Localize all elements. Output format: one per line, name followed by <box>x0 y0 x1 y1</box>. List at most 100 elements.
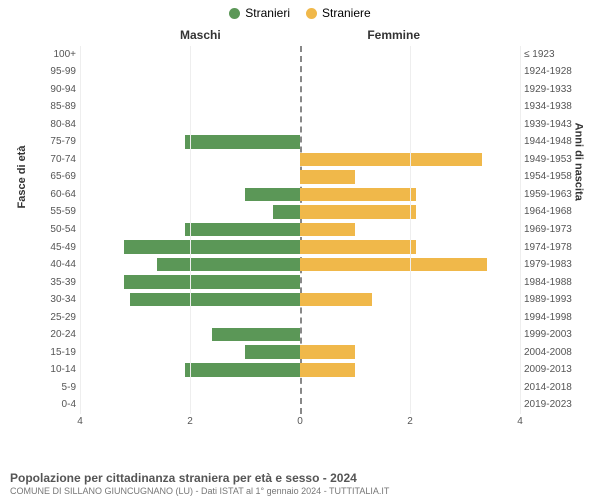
age-label: 75-79 <box>28 136 76 147</box>
caption: Popolazione per cittadinanza straniera p… <box>10 471 590 496</box>
bar-male <box>185 223 301 237</box>
bar-male <box>130 293 301 307</box>
age-row: 35-391984-1988 <box>80 273 520 291</box>
caption-subtitle: COMUNE DI SILLANO GIUNCUGNANO (LU) - Dat… <box>10 486 590 496</box>
age-row: 90-941929-1933 <box>80 81 520 99</box>
birth-year-label: 1994-1998 <box>524 312 586 323</box>
x-tick-label: 0 <box>297 416 303 427</box>
x-tick-label: 4 <box>77 416 83 427</box>
age-label: 70-74 <box>28 154 76 165</box>
bar-male <box>157 258 300 272</box>
birth-year-label: 1954-1958 <box>524 171 586 182</box>
birth-year-label: 1959-1963 <box>524 189 586 200</box>
legend-label: Straniere <box>322 6 371 20</box>
bar-male <box>185 363 301 377</box>
x-tick-label: 4 <box>517 416 523 427</box>
y-axis-label-left: Fasce di età <box>16 145 28 208</box>
age-label: 80-84 <box>28 119 76 130</box>
x-gridline <box>520 46 521 414</box>
age-row: 50-541969-1973 <box>80 221 520 239</box>
plot-area: 100+≤ 192395-991924-192890-941929-193385… <box>80 46 520 414</box>
bar-female <box>300 170 355 184</box>
x-gridline <box>80 46 81 414</box>
age-row: 20-241999-2003 <box>80 326 520 344</box>
bar-female <box>300 293 372 307</box>
bar-female <box>300 240 416 254</box>
column-header-male: Maschi <box>180 28 221 42</box>
age-label: 50-54 <box>28 224 76 235</box>
age-row: 0-42019-2023 <box>80 396 520 414</box>
age-label: 85-89 <box>28 101 76 112</box>
age-label: 0-4 <box>28 399 76 410</box>
age-row: 45-491974-1978 <box>80 238 520 256</box>
age-row: 75-791944-1948 <box>80 133 520 151</box>
birth-year-label: 2009-2013 <box>524 364 586 375</box>
age-label: 65-69 <box>28 171 76 182</box>
bar-male <box>124 240 300 254</box>
age-row: 95-991924-1928 <box>80 63 520 81</box>
age-label: 90-94 <box>28 84 76 95</box>
bar-female <box>300 258 487 272</box>
birth-year-label: 1934-1938 <box>524 101 586 112</box>
age-label: 10-14 <box>28 364 76 375</box>
age-label: 35-39 <box>28 277 76 288</box>
age-label: 40-44 <box>28 259 76 270</box>
age-row: 40-441979-1983 <box>80 256 520 274</box>
x-gridline <box>190 46 191 414</box>
bar-male <box>245 188 300 202</box>
age-label: 60-64 <box>28 189 76 200</box>
bar-male <box>212 328 300 342</box>
birth-year-label: 1979-1983 <box>524 259 586 270</box>
bar-female <box>300 188 416 202</box>
age-row: 70-741949-1953 <box>80 151 520 169</box>
legend-swatch <box>306 8 317 19</box>
age-label: 55-59 <box>28 206 76 217</box>
birth-year-label: 1944-1948 <box>524 136 586 147</box>
birth-year-label: 1969-1973 <box>524 224 586 235</box>
birth-year-label: 1974-1978 <box>524 242 586 253</box>
birth-year-label: 1924-1928 <box>524 66 586 77</box>
age-label: 95-99 <box>28 66 76 77</box>
bar-female <box>300 363 355 377</box>
caption-title: Popolazione per cittadinanza straniera p… <box>10 471 590 485</box>
age-row: 10-142009-2013 <box>80 361 520 379</box>
bar-male <box>273 205 301 219</box>
bar-female <box>300 153 482 167</box>
chart-area: Maschi Femmine Fasce di età Anni di nasc… <box>20 24 580 444</box>
legend-label: Stranieri <box>245 6 290 20</box>
birth-year-label: 1949-1953 <box>524 154 586 165</box>
age-row: 60-641959-1963 <box>80 186 520 204</box>
column-header-female: Femmine <box>367 28 420 42</box>
bar-female <box>300 223 355 237</box>
age-label: 30-34 <box>28 294 76 305</box>
age-label: 100+ <box>28 49 76 60</box>
bar-male <box>124 275 300 289</box>
birth-year-label: 1964-1968 <box>524 206 586 217</box>
birth-year-label: 1929-1933 <box>524 84 586 95</box>
birth-year-label: 2019-2023 <box>524 399 586 410</box>
age-label: 15-19 <box>28 347 76 358</box>
bar-male <box>245 345 300 359</box>
age-row: 25-291994-1998 <box>80 308 520 326</box>
x-axis: 42024 <box>80 416 520 432</box>
legend-item: Straniere <box>306 6 371 20</box>
birth-year-label: 2014-2018 <box>524 382 586 393</box>
x-gridline <box>410 46 411 414</box>
age-row: 85-891934-1938 <box>80 98 520 116</box>
birth-year-label: ≤ 1923 <box>524 49 586 60</box>
bar-female <box>300 345 355 359</box>
age-row: 80-841939-1943 <box>80 116 520 134</box>
age-row: 5-92014-2018 <box>80 378 520 396</box>
age-row: 15-192004-2008 <box>80 343 520 361</box>
age-row: 30-341989-1993 <box>80 291 520 309</box>
x-tick-label: 2 <box>187 416 193 427</box>
legend-swatch <box>229 8 240 19</box>
birth-year-label: 1939-1943 <box>524 119 586 130</box>
age-label: 5-9 <box>28 382 76 393</box>
age-label: 20-24 <box>28 329 76 340</box>
age-row: 65-691954-1958 <box>80 168 520 186</box>
age-label: 45-49 <box>28 242 76 253</box>
bar-female <box>300 205 416 219</box>
age-row: 55-591964-1968 <box>80 203 520 221</box>
birth-year-label: 2004-2008 <box>524 347 586 358</box>
